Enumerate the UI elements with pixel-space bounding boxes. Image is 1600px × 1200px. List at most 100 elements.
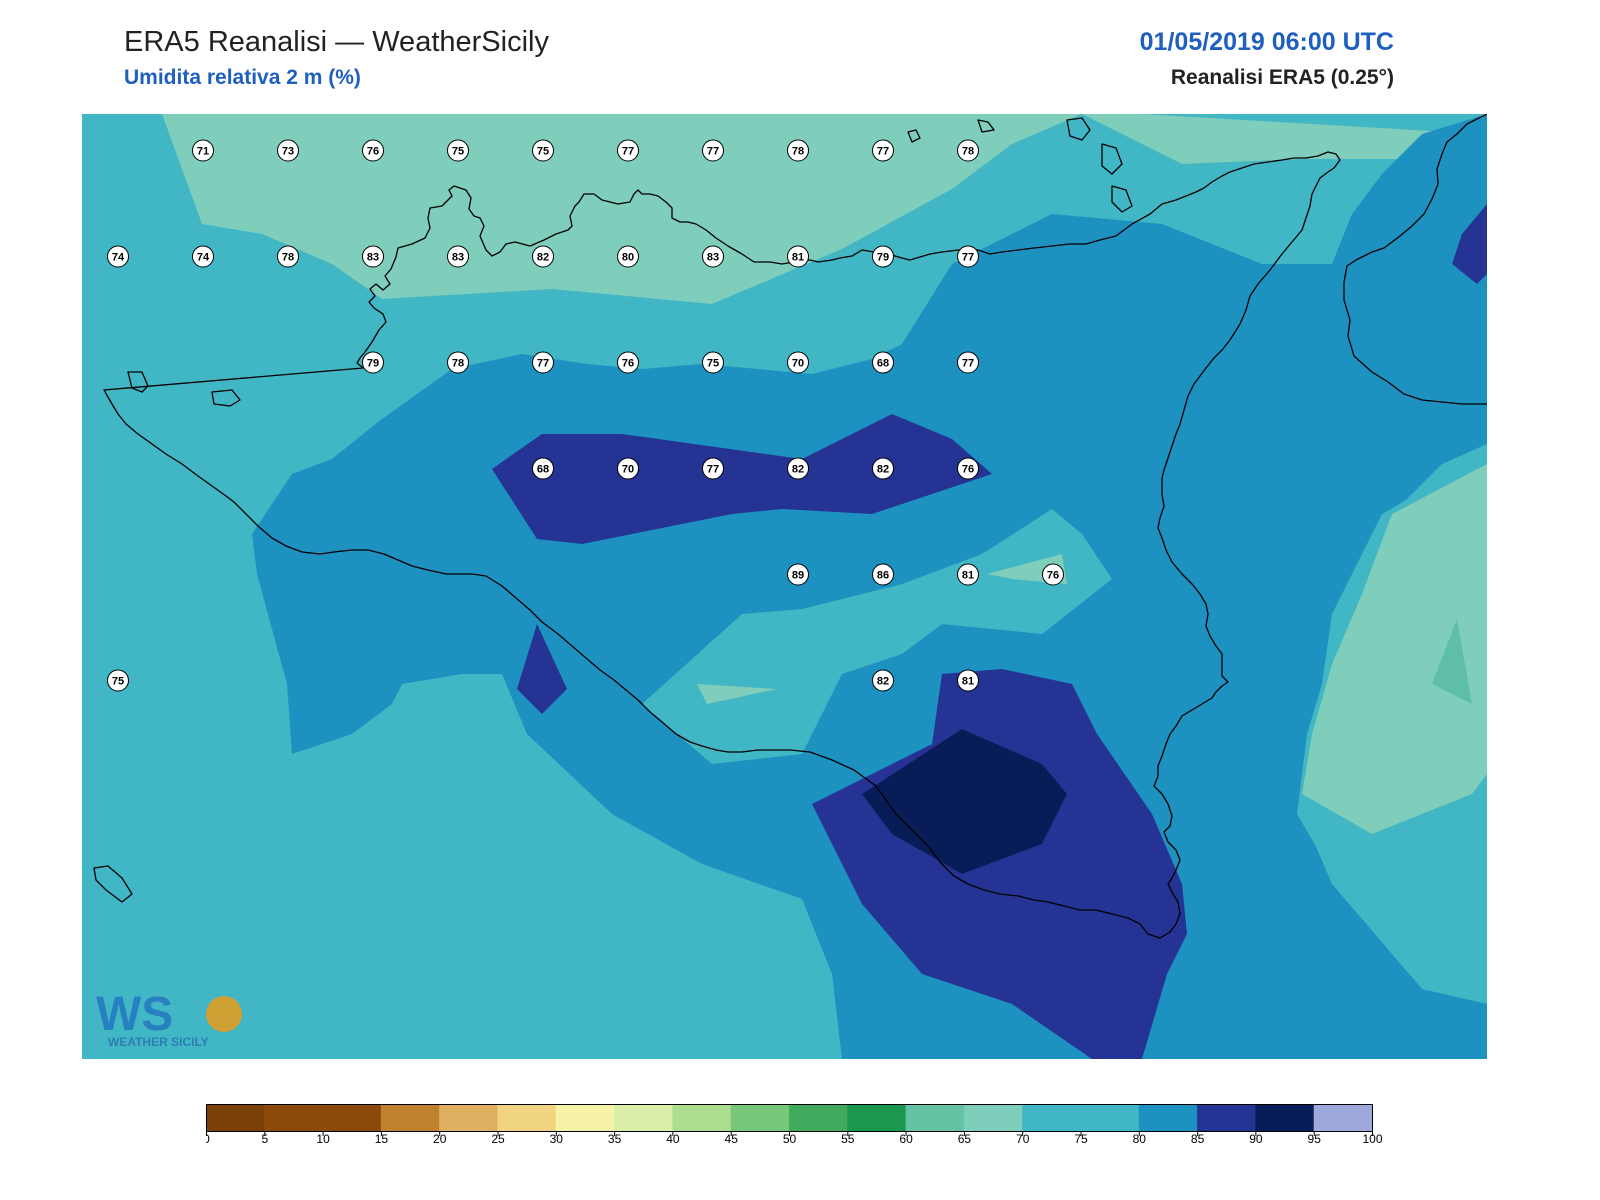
logo-letters: WS — [96, 988, 173, 1041]
station-marker: 77 — [617, 139, 639, 162]
colorbar-swatch — [1255, 1104, 1315, 1132]
station-value: 77 — [707, 146, 719, 158]
colorbar-swatch — [1313, 1104, 1373, 1132]
station-marker: 75 — [532, 139, 554, 162]
island-favignana — [211, 389, 241, 407]
station-marker: 82 — [872, 669, 894, 692]
station-value: 68 — [877, 358, 889, 370]
station-value: 82 — [877, 676, 889, 688]
station-marker: 70 — [787, 351, 809, 374]
station-value: 89 — [792, 570, 804, 582]
humidity-band-65-70-southwest — [697, 684, 777, 704]
station-value: 77 — [622, 146, 634, 158]
station-dot — [617, 139, 639, 162]
station-value: 79 — [367, 358, 379, 370]
station-dot — [787, 139, 809, 162]
colorbar-ticks: 0 5 10 15 20 25 30 35 40 45 50 55 60 65 70 75 80 85 90 95 10… — [206, 1132, 1383, 1144]
colorbar-swatch — [264, 1104, 324, 1132]
colorbar-tick-label: 65 — [958, 1132, 972, 1144]
humidity-map: 7173767575777778777875737474788383828083… — [82, 114, 1487, 1059]
colorbar-tick-label: 30 — [550, 1132, 564, 1144]
colorbar-tick-label: 80 — [1133, 1132, 1147, 1144]
station-value: 78 — [962, 146, 974, 158]
station-value: 77 — [537, 358, 549, 370]
station-dot — [702, 139, 724, 162]
station-marker: 74 — [192, 245, 214, 268]
station-value: 79 — [877, 252, 889, 264]
colorbar-swatch — [1022, 1104, 1081, 1132]
station-value: 81 — [792, 252, 804, 264]
station-value: 76 — [367, 146, 379, 158]
station-marker: 78 — [787, 139, 809, 162]
station-dot — [617, 351, 639, 374]
station-marker: 75 — [447, 139, 469, 162]
humidity-band-90-95-south — [862, 729, 1067, 874]
station-value: 82 — [877, 464, 889, 476]
sicily-coastline — [103, 151, 1341, 939]
colorbar-swatch — [730, 1104, 790, 1132]
station-dot — [532, 139, 554, 162]
logo-caption: WEATHER SICILY — [108, 1035, 209, 1049]
station-dot — [702, 351, 724, 374]
colorbar-tick-label: 50 — [783, 1132, 797, 1144]
colorbar-tick-label: 100 — [1362, 1132, 1382, 1144]
colorbar-swatch — [789, 1104, 848, 1132]
colorbar-tick-label: 5 — [261, 1132, 268, 1144]
station-value: 78 — [452, 358, 464, 370]
station-marker: 83 — [702, 245, 724, 268]
map-subtitle: Umidita relativa 2 m (%) — [124, 66, 361, 89]
colorbar-swatch — [1138, 1104, 1198, 1132]
station-markers: 7173767575777778777875737474788383828083… — [107, 139, 1064, 692]
station-value: 70 — [792, 358, 804, 370]
colorbar-tick-label: 20 — [433, 1132, 447, 1144]
station-marker: 76 — [1042, 563, 1064, 586]
station-dot — [447, 245, 469, 268]
island-lipari — [1066, 117, 1091, 141]
colorbar-tick-label: 60 — [899, 1132, 913, 1144]
humidity-band-60-65-east-sea — [1432, 619, 1472, 704]
station-marker: 75 — [107, 669, 129, 692]
station-dot — [957, 457, 979, 480]
station-value: 83 — [707, 252, 719, 264]
weathersicily-logo: WS WEATHER SICILY — [96, 988, 242, 1049]
station-dot — [192, 245, 214, 268]
station-dot — [957, 563, 979, 586]
station-marker: 77 — [702, 139, 724, 162]
colorbar: 0 5 10 15 20 25 30 35 40 45 50 55 60 65 70 75 80 85 90 95 10… — [206, 1104, 1383, 1144]
station-dot — [277, 139, 299, 162]
station-dot — [787, 351, 809, 374]
colorbar-swatch — [439, 1104, 498, 1132]
station-dot — [617, 245, 639, 268]
island-marettimo — [127, 371, 149, 393]
station-value: 76 — [1047, 570, 1059, 582]
station-marker: 80 — [617, 245, 639, 268]
station-value: 70 — [622, 464, 634, 476]
station-marker: 76 — [957, 457, 979, 480]
colorbar-swatch — [963, 1104, 1023, 1132]
station-marker: 78 — [447, 351, 469, 374]
station-dot — [787, 457, 809, 480]
station-marker: 68 — [872, 351, 894, 374]
station-value: 74 — [112, 252, 125, 264]
colorbar-tick-label: 10 — [316, 1132, 330, 1144]
station-marker: 81 — [957, 669, 979, 692]
colorbar-tick-label: 70 — [1016, 1132, 1030, 1144]
station-marker: 81 — [957, 563, 979, 586]
calabria-coastline — [1343, 114, 1487, 405]
colorbar-swatch — [322, 1104, 382, 1132]
station-marker: 71 — [192, 139, 214, 162]
station-marker: 73 — [277, 139, 299, 162]
station-dot — [447, 351, 469, 374]
station-marker: 77 — [872, 139, 894, 162]
station-dot — [872, 139, 894, 162]
colorbar-swatch — [1080, 1104, 1140, 1132]
colorbar-tick-label: 45 — [725, 1132, 739, 1144]
station-value: 71 — [197, 146, 209, 158]
colorbar-tick-label: 15 — [375, 1132, 389, 1144]
station-value: 68 — [537, 464, 549, 476]
station-value: 86 — [877, 570, 889, 582]
station-value: 76 — [622, 358, 634, 370]
station-marker: 82 — [872, 457, 894, 480]
station-marker: 75 — [702, 351, 724, 374]
station-marker: 68 — [532, 457, 554, 480]
